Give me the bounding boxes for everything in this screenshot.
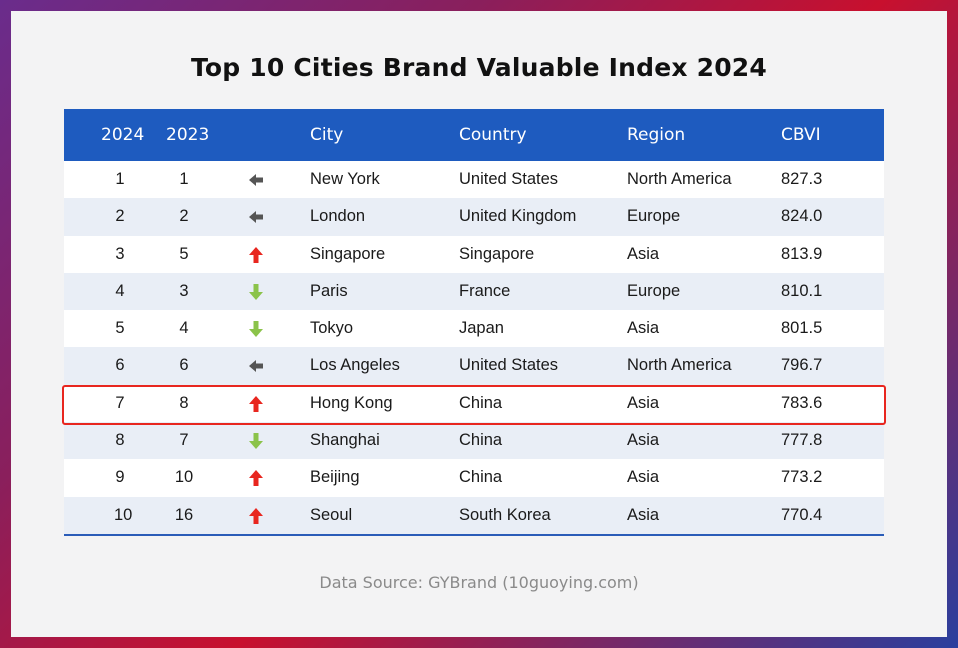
cbvi-cell: 827.3 xyxy=(781,170,823,188)
region-cell: Europe xyxy=(627,281,681,300)
header-country: Country xyxy=(459,125,527,145)
arrow-down-icon xyxy=(249,321,263,338)
header-cbvi: CBVI xyxy=(781,125,821,145)
cbvi-cell: 773.2 xyxy=(781,468,823,487)
header-region: Region xyxy=(627,125,686,145)
rank-2023-cell: 3 xyxy=(179,281,189,300)
table-body: 1 1 New York United States North America 827.… xyxy=(64,161,884,534)
country-cell: Singapore xyxy=(459,244,535,263)
region-cell: Asia xyxy=(627,319,660,338)
table-row: 10 16 Seoul South Korea Asia 770.4 xyxy=(64,496,884,534)
country-cell: China xyxy=(459,468,503,487)
cbvi-cell: 813.9 xyxy=(781,244,823,263)
header-2023: 2023 xyxy=(166,125,210,145)
table-row: 2 2 London United Kingdom Europe 824.0 xyxy=(64,198,884,236)
rank-2023-cell: 7 xyxy=(179,431,189,450)
region-cell: Europe xyxy=(627,207,681,226)
table-row: 9 10 Beijing China Asia 773.2 xyxy=(64,459,884,497)
region-cell: Asia xyxy=(627,505,660,524)
arrow-down-icon xyxy=(249,283,263,300)
country-cell: China xyxy=(459,393,503,412)
arrow-down-icon xyxy=(249,433,263,450)
arrow-up-icon xyxy=(249,246,263,263)
table-row: 3 5 Singapore Singapore Asia 813.9 xyxy=(64,235,884,273)
city-cell: Singapore xyxy=(310,244,386,263)
header-2024: 2024 xyxy=(101,125,145,145)
country-cell: France xyxy=(459,281,511,300)
rank-2024-cell: 10 xyxy=(114,505,133,524)
data-source: Data Source: GYBrand (10guoying.com) xyxy=(319,573,639,592)
rank-2023-cell: 5 xyxy=(179,244,189,263)
country-cell: China xyxy=(459,431,503,450)
rank-2024-cell: 2 xyxy=(115,207,125,226)
arrow-left-icon xyxy=(249,174,263,186)
region-cell: Asia xyxy=(627,431,660,450)
chart-title: Top 10 Cities Brand Valuable Index 2024 xyxy=(190,53,767,82)
rank-2023-cell: 2 xyxy=(179,207,189,226)
rank-2024-cell: 4 xyxy=(115,281,125,300)
city-cell: London xyxy=(310,207,366,226)
rank-2024-cell: 6 xyxy=(115,356,125,375)
table-row: 6 6 Los Angeles United States North America 7… xyxy=(64,347,884,385)
country-cell: United Kingdom xyxy=(459,207,577,226)
rank-2023-cell: 8 xyxy=(179,393,189,412)
cbvi-cell: 824.0 xyxy=(781,207,823,226)
country-cell: United States xyxy=(459,170,559,188)
rank-2023-cell: 16 xyxy=(174,505,194,524)
cbvi-cell: 770.4 xyxy=(781,505,823,524)
cbvi-cell: 801.5 xyxy=(781,319,823,338)
arrow-up-icon xyxy=(249,507,263,524)
cbvi-cell: 796.7 xyxy=(781,356,823,375)
table-bottom-rule xyxy=(64,533,884,536)
table-row: 5 4 Tokyo Japan Asia 801.5 xyxy=(64,310,884,348)
rank-2023-cell: 4 xyxy=(179,319,189,338)
city-cell: Shanghai xyxy=(310,431,380,450)
region-cell: Asia xyxy=(627,393,660,412)
header-city: City xyxy=(310,125,344,145)
rank-2023-cell: 10 xyxy=(174,468,194,487)
table-header: 2024 2023 City Country Region CBVI xyxy=(64,109,884,161)
rank-2024-cell: 1 xyxy=(115,170,125,188)
cbvi-cell: 810.1 xyxy=(781,281,823,300)
cbvi-cell: 777.8 xyxy=(781,431,823,450)
city-cell: Los Angeles xyxy=(310,356,400,375)
rank-2024-cell: 3 xyxy=(115,244,125,263)
country-cell: South Korea xyxy=(459,505,551,524)
arrow-up-icon xyxy=(249,395,263,412)
table-row: 8 7 Shanghai China Asia 777.8 xyxy=(64,422,884,460)
country-cell: United States xyxy=(459,356,559,375)
city-cell: Tokyo xyxy=(310,319,354,338)
region-cell: Asia xyxy=(627,244,660,263)
arrow-left-icon xyxy=(249,360,263,373)
city-cell: New York xyxy=(310,170,380,188)
cbvi-cell: 783.6 xyxy=(781,393,823,412)
rank-2024-cell: 7 xyxy=(115,393,125,412)
rank-2024-cell: 8 xyxy=(115,431,125,450)
infographic-card: GY Top 10 Cities Brand Valuable Index 20… xyxy=(11,11,947,637)
rank-2023-cell: 6 xyxy=(179,356,189,375)
region-cell: North America xyxy=(627,356,732,375)
ranking-table: 2024 2023 City Country Region CBVI 1 1 New… xyxy=(64,109,884,536)
city-cell: Hong Kong xyxy=(310,393,393,412)
table-row: 7 8 Hong Kong China Asia 783.6 xyxy=(64,384,884,423)
table-row: 4 3 Paris France Europe 810.1 xyxy=(64,272,884,311)
arrow-up-icon xyxy=(249,470,263,487)
region-cell: Asia xyxy=(627,468,660,487)
table-row: 1 1 New York United States North America 827.… xyxy=(64,161,884,199)
rank-2024-cell: 9 xyxy=(115,468,125,487)
city-cell: Paris xyxy=(310,281,348,300)
rank-2023-cell: 1 xyxy=(179,170,189,188)
rank-2024-cell: 5 xyxy=(115,319,125,338)
city-cell: Seoul xyxy=(310,505,353,524)
region-cell: North America xyxy=(627,170,732,188)
country-cell: Japan xyxy=(459,319,504,338)
city-cell: Beijing xyxy=(310,468,360,487)
arrow-left-icon xyxy=(249,211,263,224)
